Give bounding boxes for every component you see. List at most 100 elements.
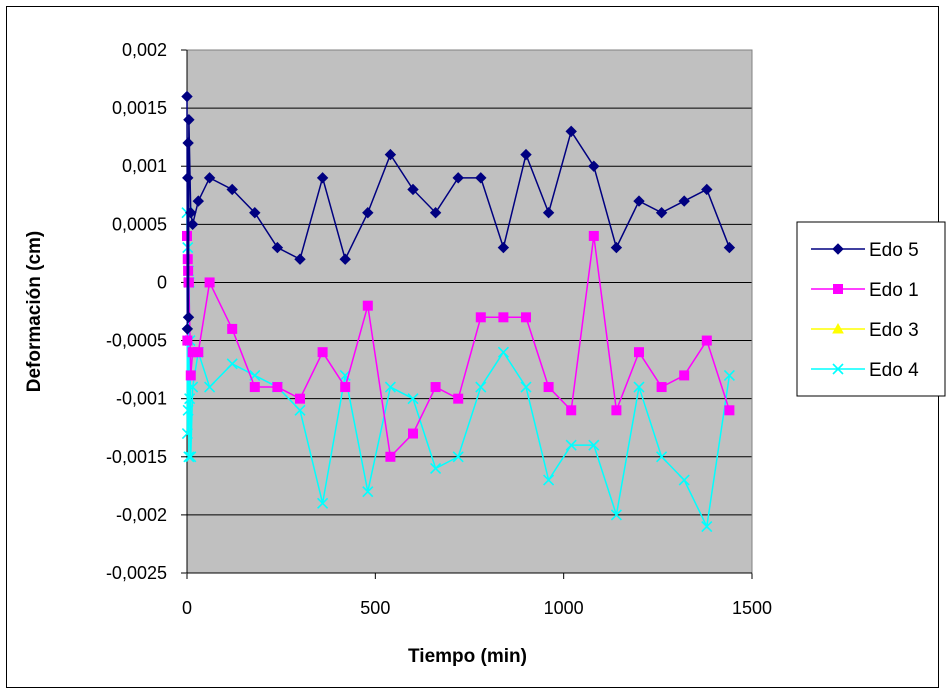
- data-point-edo-1: [656, 382, 667, 393]
- legend-marker-edo-4: [832, 363, 844, 375]
- data-point-edo-1: [430, 382, 441, 393]
- x-tick-label: 1000: [544, 598, 584, 618]
- data-point-edo-5: [452, 172, 464, 184]
- data-point-edo-5: [182, 137, 194, 149]
- y-tick-label: -0,0025: [106, 563, 167, 583]
- data-point-edo-4: [543, 474, 555, 486]
- legend-item-edo-3: Edo 3: [811, 320, 919, 341]
- data-point-edo-5: [316, 172, 329, 184]
- series-edo-5: [181, 90, 736, 335]
- data-point-edo-5: [181, 90, 193, 103]
- data-point-edo-4: [183, 451, 195, 463]
- plot-area: [187, 50, 752, 573]
- legend-item-edo-4: Edo 4: [811, 360, 919, 381]
- legend: Edo 5 Edo 1 Edo 3 Edo 4: [796, 221, 946, 397]
- data-point-edo-4: [633, 381, 645, 393]
- data-point-edo-5: [384, 148, 397, 161]
- data-point-edo-4: [430, 462, 442, 474]
- data-point-edo-1: [634, 347, 644, 358]
- data-point-edo-1: [453, 393, 464, 404]
- data-point-edo-5: [542, 207, 555, 219]
- series-layer: [181, 90, 736, 533]
- data-point-edo-1: [724, 405, 735, 416]
- data-point-edo-5: [588, 160, 600, 172]
- data-point-edo-5: [182, 311, 195, 324]
- data-point-edo-4: [182, 404, 194, 416]
- legend-marker-edo-3: [832, 322, 844, 334]
- legend-label-edo-1: Edo 1: [869, 280, 919, 301]
- data-point-edo-5: [294, 253, 306, 265]
- data-point-edo-5: [271, 241, 284, 254]
- data-point-edo-1: [408, 428, 418, 439]
- data-point-edo-4: [384, 381, 396, 393]
- data-point-edo-5: [203, 172, 216, 184]
- data-point-edo-1: [679, 370, 690, 381]
- data-point-edo-4: [656, 451, 668, 463]
- data-point-edo-5: [678, 195, 690, 207]
- y-tick-label: -0,0005: [106, 331, 167, 351]
- series-edo-1: [182, 230, 735, 462]
- y-tick-label: 0,0005: [112, 214, 167, 234]
- data-point-edo-4: [362, 486, 374, 498]
- legend-label-edo-5: Edo 5: [869, 240, 919, 261]
- data-point-edo-4: [181, 427, 193, 440]
- data-point-edo-4: [204, 381, 216, 393]
- data-point-edo-4: [723, 369, 735, 381]
- data-point-edo-5: [362, 207, 374, 219]
- data-point-edo-4: [475, 381, 487, 393]
- tick-labels: 0,002 0,0015 0,001 0,0005 0 -0,0005 -0,001 -0,0…: [106, 40, 772, 618]
- data-point-edo-5: [497, 241, 510, 254]
- data-point-edo-1: [340, 382, 351, 393]
- data-point-edo-4: [452, 451, 464, 463]
- legend-item-edo-5: Edo 5: [811, 240, 919, 261]
- data-point-edo-5: [655, 207, 668, 219]
- legend-marker-edo-5: [832, 243, 844, 255]
- data-point-edo-1: [362, 300, 373, 311]
- legend-marker-edo-1: [833, 284, 843, 294]
- data-point-edo-1: [611, 405, 622, 416]
- data-point-edo-5: [565, 125, 577, 138]
- y-tick-label: 0,001: [122, 156, 167, 176]
- y-tick-label: 0,002: [122, 40, 167, 60]
- data-point-edo-5: [182, 172, 194, 184]
- data-point-edo-4: [339, 369, 351, 381]
- x-tick-label: 0: [182, 598, 192, 618]
- data-point-edo-5: [181, 323, 194, 335]
- data-point-edo-5: [723, 241, 736, 254]
- data-point-edo-5: [183, 114, 195, 126]
- data-point-edo-5: [407, 183, 419, 196]
- data-point-edo-1: [498, 312, 509, 323]
- legend-box: [796, 221, 946, 397]
- data-point-edo-1: [227, 323, 238, 334]
- data-point-edo-5: [185, 207, 197, 219]
- data-point-edo-1: [249, 382, 260, 393]
- data-point-edo-4: [678, 474, 690, 486]
- data-point-edo-4: [588, 439, 600, 451]
- legend-item-edo-1: Edo 1: [811, 280, 919, 301]
- data-point-edo-5: [249, 207, 261, 219]
- data-point-edo-5: [701, 183, 713, 196]
- data-point-edo-5: [226, 183, 238, 196]
- x-tick-label: 1500: [732, 598, 772, 618]
- data-point-edo-5: [429, 207, 442, 219]
- data-point-edo-4: [294, 404, 306, 416]
- data-point-edo-5: [192, 195, 205, 207]
- series-edo-4: [181, 207, 735, 533]
- data-point-edo-4: [187, 381, 199, 393]
- y-tick-label: -0,0015: [106, 447, 167, 467]
- data-point-edo-1: [385, 451, 396, 462]
- data-point-edo-5: [186, 218, 199, 231]
- data-point-edo-1: [182, 335, 193, 346]
- data-point-edo-4: [184, 393, 196, 405]
- data-point-edo-1: [295, 393, 305, 404]
- x-axis-title: Tiempo (min): [408, 646, 527, 667]
- data-point-edo-5: [339, 253, 351, 265]
- data-point-edo-4: [565, 439, 577, 451]
- data-point-edo-1: [272, 382, 283, 393]
- data-point-edo-1: [204, 277, 215, 288]
- data-point-edo-1: [566, 405, 577, 416]
- y-tick-label: -0,001: [116, 389, 167, 409]
- y-axis-title: Deformación (cm): [24, 231, 45, 393]
- data-point-edo-5: [520, 148, 532, 161]
